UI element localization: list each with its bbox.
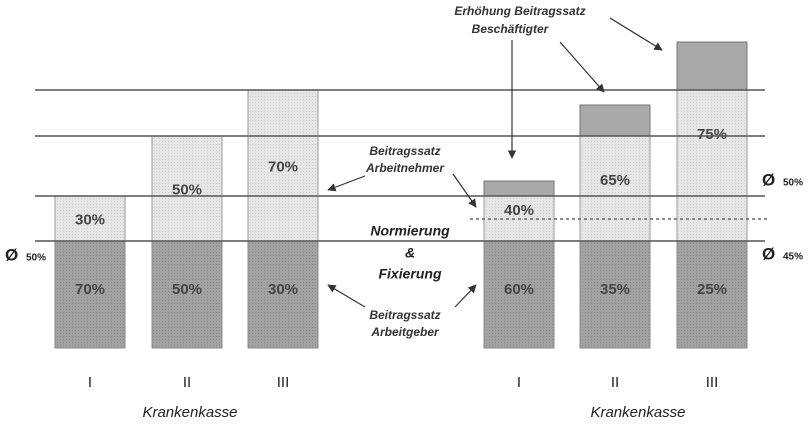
segment-label: 60% [504,281,534,298]
annotation: Arbeitnehmer [365,161,445,175]
employer-segment [483,240,555,349]
center-text: & [405,245,415,261]
segment-label: 50% [172,281,202,298]
arrow [559,41,605,93]
group-label: Krankenkasse [590,404,685,421]
employee-segment [579,135,651,242]
avg-symbol: Ø [762,244,775,263]
segment-label: 70% [268,158,298,175]
segment-label: 25% [697,281,727,298]
employer-segment [247,240,319,349]
arrow [327,175,366,192]
avg-symbol: Ø [5,245,18,264]
bar-numeral: II [611,374,619,391]
arrow [454,284,477,308]
employer-segment [676,240,748,349]
increase-segment [579,104,651,137]
avg-value: 50% [783,178,803,189]
arrows [327,17,663,308]
annotation: Erhöhung Beitragssatz [454,4,585,18]
segment-label: 65% [600,172,630,189]
bars: 30%70%I50%50%II70%30%IIIKrankenkasse40%6… [54,41,748,421]
annotation: Beschäftigter [472,22,550,36]
arrow [452,173,477,208]
avg-value: 45% [783,252,803,263]
employee-segment [151,135,223,242]
employer-segment [151,240,223,349]
center-label: Normierung & Fixierung [370,223,450,282]
avg-value: 50% [26,253,46,264]
arrow [609,17,663,51]
annotation: Beitragssatz [369,308,440,322]
center-text: Fixierung [378,266,441,282]
segment-label: 70% [75,281,105,298]
employer-segment [54,240,126,349]
arrow [327,284,366,308]
segment-label: 50% [172,181,202,198]
center-text: Normierung [370,223,450,239]
employer-segment [579,240,651,349]
annotation: Arbeitgeber [370,325,440,339]
segment-label: 40% [504,202,534,219]
employee-segment [676,89,748,242]
bar-numeral: III [706,374,719,391]
bar-numeral: I [88,374,92,391]
bar-numeral: III [277,374,290,391]
level-lines [35,89,770,242]
employee-segment [54,195,126,242]
increase-segment [483,180,555,197]
increase-segment [676,41,748,91]
avg-symbol: Ø [762,170,775,189]
segment-label: 30% [268,281,298,298]
group-label: Krankenkasse [142,404,237,421]
segment-label: 35% [600,281,630,298]
bar-numeral: I [517,374,521,391]
segment-label: 30% [75,211,105,228]
segment-label: 75% [697,126,727,143]
bar-numeral: II [183,374,191,391]
annotation: Beitragssatz [369,144,440,158]
